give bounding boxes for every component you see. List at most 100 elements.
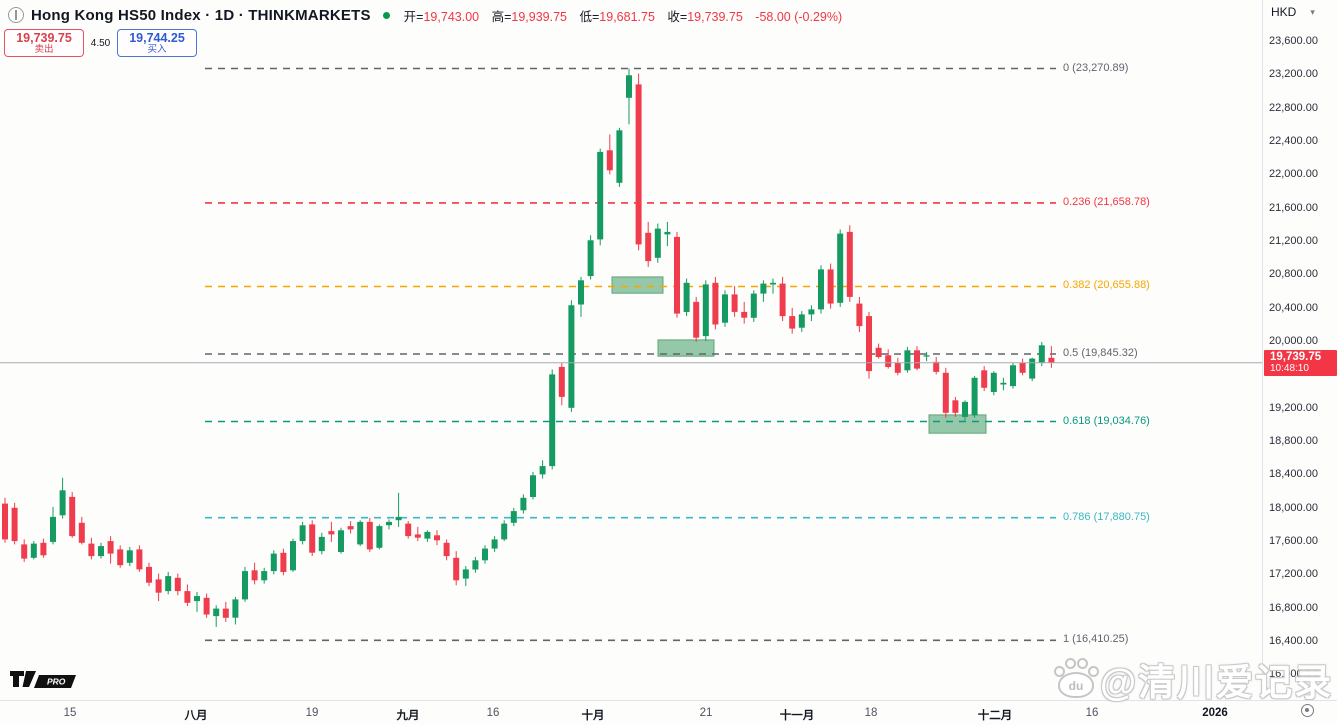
candle-body <box>779 283 786 317</box>
price-tick: 23,600.00 <box>1269 35 1318 48</box>
close-value: 19,739.75 <box>687 9 743 24</box>
candle-body <box>827 269 834 304</box>
price-tick: 19,200.00 <box>1269 401 1318 414</box>
candle-body <box>578 280 584 305</box>
price-tick: 16,800.00 <box>1269 601 1318 614</box>
candle-body <box>462 569 469 579</box>
candle-body <box>453 557 460 581</box>
buy-button[interactable]: 19,744.25 买入 <box>117 29 197 57</box>
candle-body <box>309 524 316 553</box>
candle-body <box>530 475 536 497</box>
candle-body <box>290 541 296 571</box>
candle-body <box>923 355 930 357</box>
candle-body <box>568 305 575 408</box>
sell-price: 19,739.75 <box>16 31 72 45</box>
candle-body <box>990 372 997 392</box>
order-buttons: 19,739.75 卖出 4.50 19,744.25 买入 <box>4 29 197 57</box>
sell-button[interactable]: 19,739.75 卖出 <box>4 29 84 57</box>
open-value: 19,743.00 <box>423 9 480 24</box>
fib-label-0.5: 0.5 (19,845.32) <box>1063 347 1138 359</box>
price-tick: 22,800.00 <box>1269 101 1318 114</box>
candle-body <box>501 523 508 540</box>
candle-body <box>386 521 392 526</box>
candle-body <box>184 591 191 603</box>
candle-body <box>88 543 95 557</box>
price-axis[interactable]: HKD ▾ 19,739.75 10:48:10 23,600.00 23,200… <box>1262 0 1337 700</box>
candle-body <box>395 516 402 521</box>
candle-body <box>674 236 680 314</box>
time-tick: 十二月 <box>977 710 1013 722</box>
last-price-value: 19,739.75 <box>1270 350 1322 363</box>
low-label: 低= <box>579 9 600 24</box>
low-value: 19,681.75 <box>599 9 655 24</box>
candle-body <box>30 543 37 558</box>
candle-body <box>885 355 892 367</box>
candlestick-chart[interactable]: 0 (23,270.89) 0.236 (21,658.78) 0.382 (20,… <box>0 0 1262 700</box>
candle-body <box>914 350 920 369</box>
candle-body <box>626 75 632 98</box>
currency-selector[interactable]: HKD ▾ <box>1271 5 1315 19</box>
candle-body <box>414 534 421 538</box>
candle-body <box>366 521 373 550</box>
candle-body <box>549 374 556 467</box>
bar-countdown: 10:48:10 <box>1270 362 1309 374</box>
candle-body <box>251 570 258 581</box>
close-label: 收= <box>667 9 688 24</box>
candle-body <box>194 596 200 602</box>
price-tick: 17,200.00 <box>1269 568 1318 581</box>
demand-zone <box>657 339 715 357</box>
candle-body <box>981 370 988 388</box>
time-tick: 十月 <box>581 710 605 722</box>
time-tick: 2026 <box>1202 707 1228 719</box>
sell-label: 卖出 <box>34 44 54 56</box>
candle-body <box>962 401 968 417</box>
price-tick: 21,600.00 <box>1269 201 1318 214</box>
candle-body <box>702 284 709 337</box>
candle-body <box>808 309 815 315</box>
time-tick: 18 <box>864 707 878 719</box>
buy-price: 19,744.25 <box>129 31 185 45</box>
price-tick: 18,000.00 <box>1269 501 1318 514</box>
settings-gear-icon[interactable] <box>1301 704 1314 717</box>
tv-logo-glyph <box>10 671 24 687</box>
candle-body <box>587 240 594 277</box>
candle-body <box>866 316 872 372</box>
candle-body <box>491 539 498 549</box>
candle-body <box>933 361 940 372</box>
candle-body <box>405 523 412 537</box>
price-tick: 16,400.00 <box>1269 635 1318 648</box>
candle-body <box>232 599 239 618</box>
candle-body <box>1000 382 1007 385</box>
candle-body <box>40 542 47 556</box>
candle-body <box>597 151 604 240</box>
price-tick: 20,800.00 <box>1269 268 1318 281</box>
tradingview-pro-logo[interactable]: PRO <box>10 668 80 695</box>
candle-body <box>837 233 844 303</box>
time-axis[interactable]: 15 八月 19 九月 16 十月 21 十一月 18 十二月 16 2026 <box>0 700 1337 725</box>
price-tick: 23,200.00 <box>1269 68 1318 81</box>
time-tick: 十一月 <box>779 710 815 722</box>
time-tick: 八月 <box>184 710 208 722</box>
spread-value: 4.50 <box>90 37 111 49</box>
candle-body <box>117 549 124 566</box>
candle-body <box>50 516 56 542</box>
candle-body <box>1019 362 1026 373</box>
candle-body <box>1010 365 1016 387</box>
candle-body <box>59 490 66 516</box>
candle-body <box>558 366 565 397</box>
price-tick: 20,000.00 <box>1269 335 1318 348</box>
price-tick: 22,400.00 <box>1269 135 1318 148</box>
candle-body <box>280 552 287 572</box>
candle-body <box>904 350 911 371</box>
candle-body <box>299 525 306 542</box>
currency-label: HKD <box>1271 5 1297 19</box>
time-tick: 15 <box>63 707 77 719</box>
market-status-dot-icon <box>382 11 390 19</box>
fib-label-0.618: 0.618 (19,034.76) <box>1063 414 1150 427</box>
symbol-title[interactable]: Hong Kong HS50 Index · 1D · THINKMARKETS <box>31 6 371 24</box>
candle-body <box>213 608 220 617</box>
candle-body <box>347 526 354 530</box>
fib-label-1: 1 (16,410.25) <box>1063 633 1129 646</box>
time-tick: 21 <box>699 707 713 719</box>
candle-body <box>750 293 757 318</box>
